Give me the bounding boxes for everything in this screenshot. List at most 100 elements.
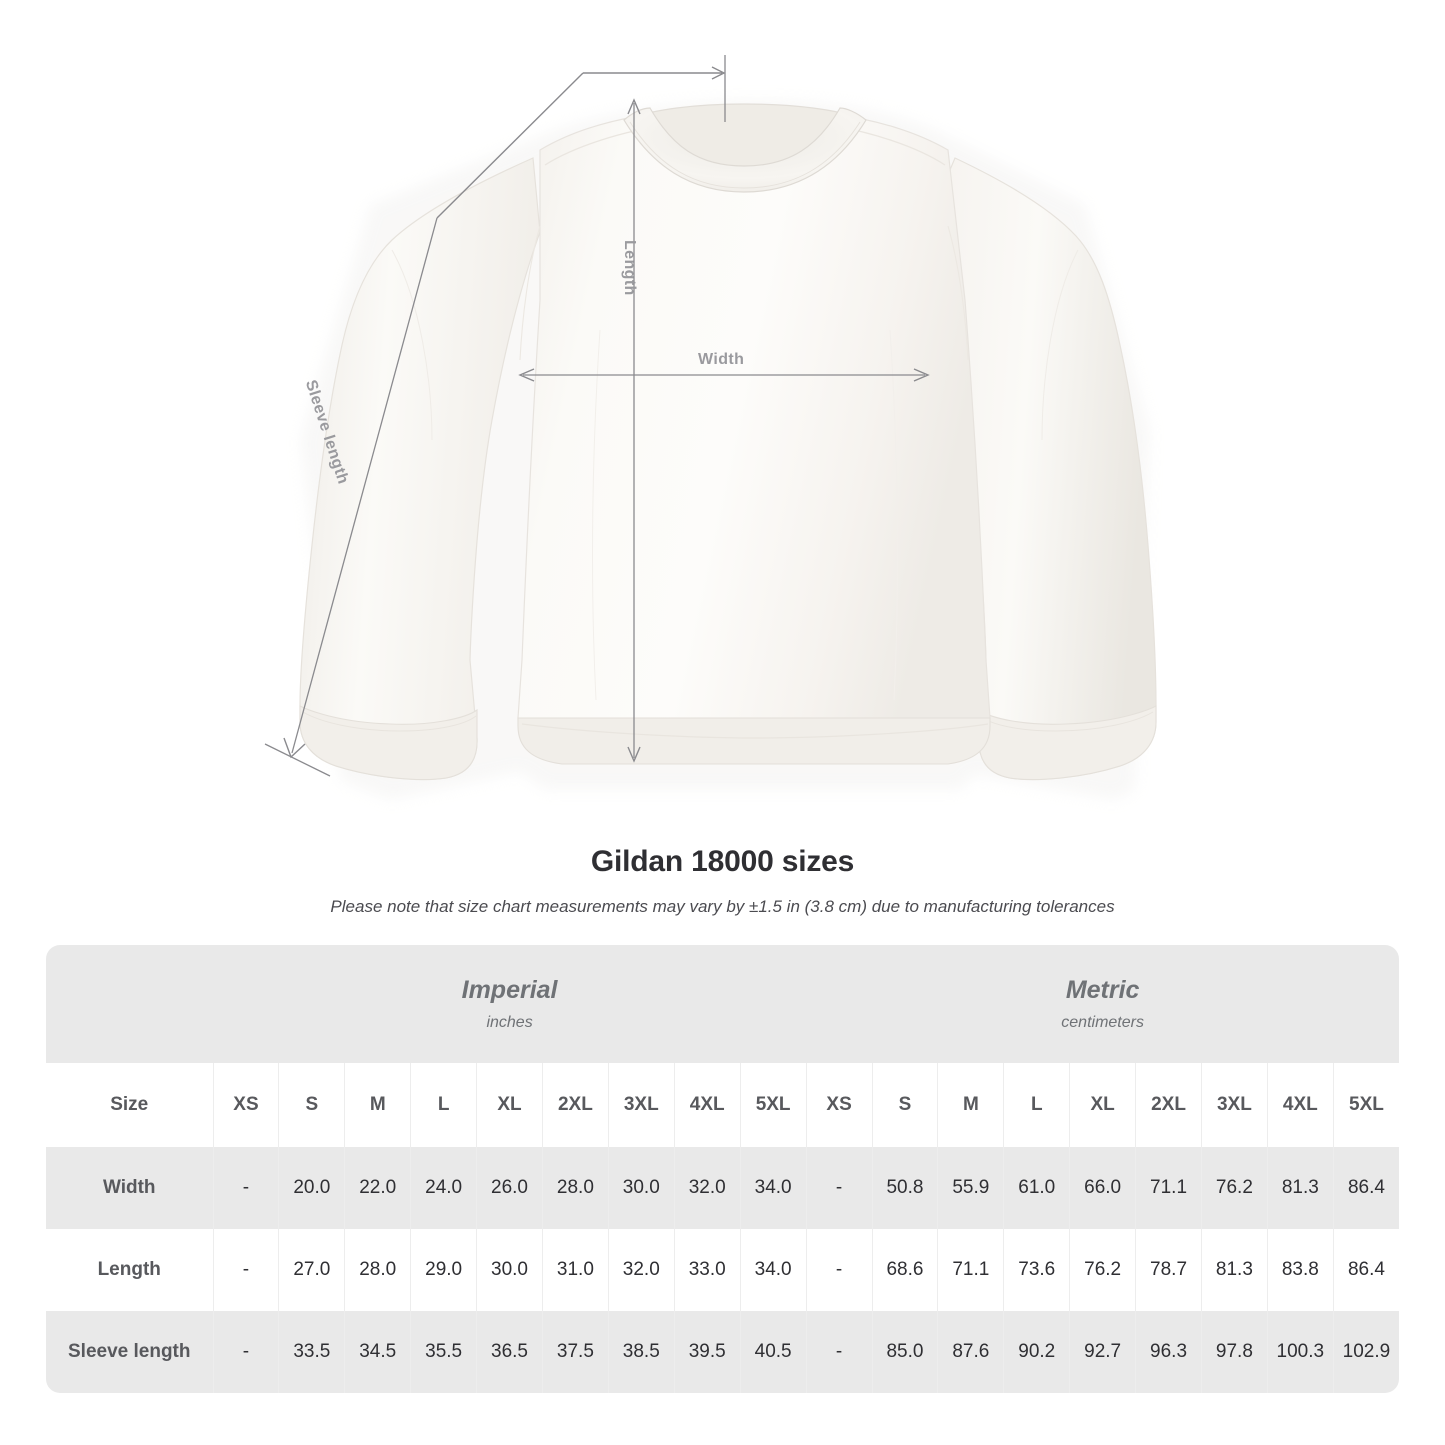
size-chart-table: Imperial inches Metric centimeters Size XS S M L… <box>46 945 1400 1393</box>
size-column-header: 4XL <box>673 1063 741 1147</box>
measurement-cell: 34.0 <box>739 1147 807 1229</box>
measurement-cell: 97.8 <box>1200 1311 1268 1393</box>
size-column-header: S <box>278 1063 345 1147</box>
size-column-header: 4XL <box>1266 1063 1334 1147</box>
measurement-cell: 34.5 <box>344 1311 411 1393</box>
measurement-cell: 86.4 <box>1332 1147 1400 1229</box>
left-cuff <box>299 705 478 781</box>
table-row: Sleeve length -33.5 34.5 35.5 36.5 37.5 38.5 39… <box>46 1311 1400 1393</box>
measurement-cell: 102.9 <box>1332 1311 1400 1393</box>
unit-group-subtitle: inches <box>486 1014 533 1031</box>
unit-group-name: Imperial <box>461 976 558 1004</box>
size-column-header: L <box>410 1063 477 1147</box>
sweatshirt-body <box>517 107 991 757</box>
measurement-cell: 76.2 <box>1069 1229 1136 1311</box>
table-row: Width -20.0 22.0 24.0 26.0 28.0 30.0 32.0 34.0-5… <box>46 1147 1400 1229</box>
measurement-cell: 81.3 <box>1200 1229 1268 1311</box>
measurement-cell: 66.0 <box>1069 1147 1136 1229</box>
measurement-cell: - <box>805 1229 873 1311</box>
sweatshirt-illustration <box>264 55 1157 800</box>
size-column-header: M <box>937 1063 1004 1147</box>
measurement-cell: 20.0 <box>278 1147 345 1229</box>
measurement-cell: 100.3 <box>1266 1311 1334 1393</box>
measurement-cell: 30.0 <box>607 1147 675 1229</box>
measurement-cell: 92.7 <box>1069 1311 1136 1393</box>
garment-diagram: Length Width Sleeve length <box>264 55 1157 800</box>
measurement-cell: 32.0 <box>607 1229 675 1311</box>
measurement-cell: 38.5 <box>607 1311 675 1393</box>
chart-heading: Gildan 18000 sizes Please note that size… <box>0 845 1445 917</box>
size-table-container: Imperial inches Metric centimeters Size XS S M L… <box>46 945 1400 1393</box>
measurement-cell: 28.0 <box>344 1229 411 1311</box>
measurement-cell: 31.0 <box>541 1229 609 1311</box>
size-column-header: XS <box>805 1063 873 1147</box>
measurement-cell: 39.5 <box>673 1311 741 1393</box>
measurement-cell: 33.5 <box>278 1311 345 1393</box>
measurement-cell: 73.6 <box>1003 1229 1070 1311</box>
measurement-cell: 29.0 <box>410 1229 477 1311</box>
size-column-header: XS <box>212 1063 279 1147</box>
measurement-cell: 71.1 <box>1135 1147 1202 1229</box>
measurement-row-label: Length <box>46 1229 213 1311</box>
measurement-cell: 34.0 <box>739 1229 807 1311</box>
size-column-header: XL <box>1069 1063 1136 1147</box>
tolerance-note: Please note that size chart measurements… <box>330 897 1115 916</box>
measurement-cell: 27.0 <box>278 1229 345 1311</box>
measurement-cell: 71.1 <box>937 1229 1004 1311</box>
measurement-cell: 78.7 <box>1135 1229 1202 1311</box>
measurement-cell: 33.0 <box>673 1229 741 1311</box>
measurement-cell: 90.2 <box>1003 1311 1070 1393</box>
measurement-cell: - <box>212 1229 279 1311</box>
size-column-header: 3XL <box>1200 1063 1268 1147</box>
bottom-hem <box>517 717 991 765</box>
size-column-header: XL <box>476 1063 543 1147</box>
measurement-cell: 87.6 <box>937 1311 1004 1393</box>
unit-group-name: Metric <box>1065 976 1140 1004</box>
size-column-header: 2XL <box>541 1063 609 1147</box>
page-title: Gildan 18000 sizes <box>590 845 855 878</box>
measurement-cell: - <box>805 1311 873 1393</box>
measurement-cell: 28.0 <box>541 1147 609 1229</box>
size-column-header: L <box>1003 1063 1070 1147</box>
unit-group-subtitle: centimeters <box>1061 1014 1144 1031</box>
measurement-cell: 50.8 <box>871 1147 938 1229</box>
measurement-row-label: Width <box>46 1147 213 1229</box>
unit-header-row: Imperial inches Metric centimeters <box>46 945 1400 1063</box>
measurement-cell: - <box>212 1311 279 1393</box>
width-dimension-label: Width <box>698 351 745 368</box>
right-cuff <box>978 705 1157 781</box>
measurement-cell: 35.5 <box>410 1311 477 1393</box>
size-column-header: 5XL <box>739 1063 807 1147</box>
measurement-cell: 24.0 <box>410 1147 477 1229</box>
size-column-header: 2XL <box>1135 1063 1202 1147</box>
measurement-cell: 26.0 <box>476 1147 543 1229</box>
size-column-header: 3XL <box>607 1063 675 1147</box>
measurement-cell: 85.0 <box>871 1311 938 1393</box>
measurement-cell: - <box>805 1147 873 1229</box>
measurement-cell: 37.5 <box>541 1311 609 1393</box>
measurement-cell: 22.0 <box>344 1147 411 1229</box>
measurement-cell: 55.9 <box>937 1147 1004 1229</box>
measurement-cell: - <box>212 1147 279 1229</box>
unit-group-imperial: Imperial inches <box>213 945 807 1063</box>
measurement-cell: 68.6 <box>871 1229 938 1311</box>
length-dimension-label: Length <box>621 240 638 296</box>
size-header-label: Size <box>46 1063 213 1147</box>
measurement-cell: 36.5 <box>476 1311 543 1393</box>
measurement-cell: 86.4 <box>1332 1229 1400 1311</box>
size-column-header: 5XL <box>1332 1063 1400 1147</box>
measurement-cell: 40.5 <box>739 1311 807 1393</box>
ribbed-collar <box>623 107 867 193</box>
measurement-cell: 32.0 <box>673 1147 741 1229</box>
measurement-cell: 81.3 <box>1266 1147 1334 1229</box>
table-row: Length -27.0 28.0 29.0 30.0 31.0 32.0 33.0 34.0-… <box>46 1229 1400 1311</box>
measurement-cell: 83.8 <box>1266 1229 1334 1311</box>
measurement-cell: 96.3 <box>1135 1311 1202 1393</box>
size-header-row: Size XS S M L XL 2XL 3XL 4XL 5XL XS S M L XL 2XL 3XL 4XL 5… <box>46 1063 1400 1147</box>
measurement-cell: 30.0 <box>476 1229 543 1311</box>
unit-header-spacer <box>46 945 213 1063</box>
unit-group-metric: Metric centimeters <box>806 945 1400 1063</box>
measurement-row-label: Sleeve length <box>46 1311 213 1393</box>
size-column-header: S <box>871 1063 938 1147</box>
